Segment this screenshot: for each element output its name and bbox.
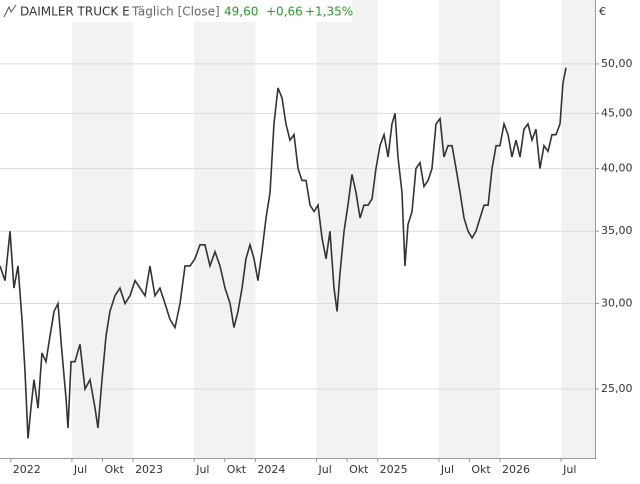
x-tick-label: Okt [104,463,124,476]
shade-band [561,0,595,458]
x-tick-label: Okt [349,463,369,476]
x-tick-label: Okt [227,463,247,476]
y-tick-label: 40,00 [601,162,633,175]
header-box [0,0,352,22]
price-line [0,67,567,439]
y-unit: € [599,5,606,18]
y-tick-label: 50,00 [601,57,633,70]
shade-band [194,0,256,458]
x-tick-label: Jul [440,463,454,476]
change-percent: +1,35% [305,5,353,19]
change: +0,66 [266,5,303,19]
shade-band [438,0,500,458]
x-tick-label: Jul [562,463,576,476]
last-value: 49,60 [224,5,258,19]
shade-band [316,0,378,458]
x-tick-label: 2024 [257,463,285,476]
x-tick-label: 2025 [380,463,408,476]
y-tick-label: 30,00 [601,296,633,309]
plot-background [71,0,595,458]
x-tick-label: Jul [195,463,209,476]
x-tick-label: Jul [318,463,332,476]
chart-title: DAIMLER TRUCK E [20,5,130,19]
plot [0,67,567,439]
line-icon [3,4,17,18]
x-tick-label: 2026 [502,463,530,476]
x-tick-label: 2022 [13,463,41,476]
x-tick-label: Jul [73,463,87,476]
x-tick-label: 2023 [135,463,163,476]
y-tick-label: 25,00 [601,382,633,395]
x-tick-label: Okt [471,463,491,476]
chart-subtitle: Täglich [Close] [131,5,220,19]
y-tick-label: 45,00 [601,106,633,119]
y-tick-label: 35,00 [601,224,633,237]
